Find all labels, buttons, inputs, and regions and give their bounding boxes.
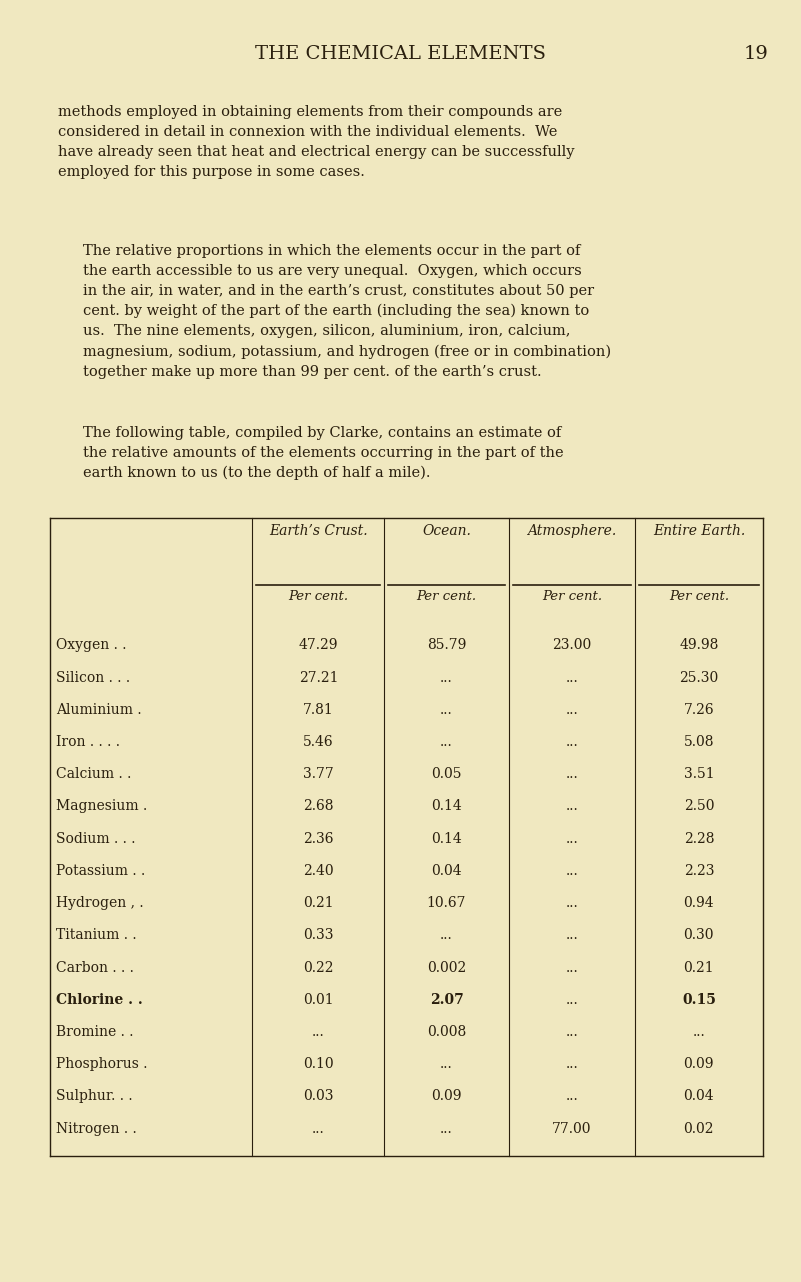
Text: 23.00: 23.00 — [552, 638, 592, 653]
Text: Phosphorus .: Phosphorus . — [56, 1058, 147, 1072]
Text: 0.14: 0.14 — [431, 800, 462, 814]
Text: 2.40: 2.40 — [303, 864, 334, 878]
Text: ...: ... — [693, 1026, 705, 1038]
Text: Potassium . .: Potassium . . — [56, 864, 145, 878]
Text: 3.51: 3.51 — [683, 767, 714, 781]
Text: Hydrogen , .: Hydrogen , . — [56, 896, 143, 910]
Text: 0.05: 0.05 — [431, 767, 462, 781]
Text: Chlorine . .: Chlorine . . — [56, 992, 143, 1006]
Text: Nitrogen . .: Nitrogen . . — [56, 1122, 137, 1136]
Text: ...: ... — [566, 960, 578, 974]
Text: Calcium . .: Calcium . . — [56, 767, 131, 781]
Text: Aluminium .: Aluminium . — [56, 703, 142, 717]
Text: Sulphur. . .: Sulphur. . . — [56, 1090, 133, 1104]
Text: ...: ... — [441, 1122, 453, 1136]
Text: Silicon . . .: Silicon . . . — [56, 670, 131, 685]
Text: Iron . . . .: Iron . . . . — [56, 735, 120, 749]
Text: ...: ... — [566, 1090, 578, 1104]
Text: 0.10: 0.10 — [303, 1058, 334, 1072]
Text: ...: ... — [441, 1058, 453, 1072]
Text: Earth’s Crust.: Earth’s Crust. — [269, 524, 368, 538]
Text: 19: 19 — [744, 45, 769, 63]
Text: ...: ... — [312, 1122, 324, 1136]
Text: 2.50: 2.50 — [683, 800, 714, 814]
Text: 3.77: 3.77 — [303, 767, 334, 781]
Text: Atmosphere.: Atmosphere. — [527, 524, 617, 538]
Text: Bromine . .: Bromine . . — [56, 1026, 134, 1038]
Text: 0.04: 0.04 — [431, 864, 462, 878]
Text: 10.67: 10.67 — [427, 896, 466, 910]
Text: ...: ... — [566, 928, 578, 942]
Text: Sodium . . .: Sodium . . . — [56, 832, 135, 846]
Text: The following table, compiled by Clarke, contains an estimate of
the relative am: The following table, compiled by Clarke,… — [83, 426, 564, 481]
Text: ...: ... — [566, 864, 578, 878]
Text: ...: ... — [312, 1026, 324, 1038]
Text: 0.02: 0.02 — [683, 1122, 714, 1136]
Text: ...: ... — [566, 1026, 578, 1038]
Text: 7.26: 7.26 — [683, 703, 714, 717]
Text: Per cent.: Per cent. — [288, 590, 348, 603]
Text: ...: ... — [566, 800, 578, 814]
Text: 2.36: 2.36 — [303, 832, 334, 846]
Text: 2.23: 2.23 — [683, 864, 714, 878]
Text: 27.21: 27.21 — [299, 670, 338, 685]
Text: 0.01: 0.01 — [303, 992, 334, 1006]
Text: ...: ... — [566, 1058, 578, 1072]
Text: 49.98: 49.98 — [679, 638, 718, 653]
Text: ...: ... — [441, 735, 453, 749]
Text: 0.09: 0.09 — [431, 1090, 462, 1104]
Text: Per cent.: Per cent. — [417, 590, 477, 603]
Text: 7.81: 7.81 — [303, 703, 334, 717]
Text: 0.14: 0.14 — [431, 832, 462, 846]
Text: ...: ... — [566, 703, 578, 717]
Text: 0.94: 0.94 — [683, 896, 714, 910]
Text: ...: ... — [566, 896, 578, 910]
Text: Oxygen . .: Oxygen . . — [56, 638, 127, 653]
Text: ...: ... — [566, 670, 578, 685]
Text: 5.08: 5.08 — [683, 735, 714, 749]
Text: THE CHEMICAL ELEMENTS: THE CHEMICAL ELEMENTS — [255, 45, 546, 63]
Text: methods employed in obtaining elements from their compounds are
considered in de: methods employed in obtaining elements f… — [58, 105, 574, 179]
Text: 0.21: 0.21 — [303, 896, 334, 910]
Text: 2.28: 2.28 — [683, 832, 714, 846]
Text: 0.21: 0.21 — [683, 960, 714, 974]
Text: 2.07: 2.07 — [429, 992, 464, 1006]
Text: The relative proportions in which the elements occur in the part of
the earth ac: The relative proportions in which the el… — [83, 244, 611, 379]
Text: 47.29: 47.29 — [299, 638, 338, 653]
Text: Carbon . . .: Carbon . . . — [56, 960, 134, 974]
Text: 0.15: 0.15 — [682, 992, 716, 1006]
Text: Entire Earth.: Entire Earth. — [653, 524, 745, 538]
Text: 2.68: 2.68 — [303, 800, 334, 814]
Text: 0.03: 0.03 — [303, 1090, 334, 1104]
Text: 77.00: 77.00 — [552, 1122, 592, 1136]
Text: ...: ... — [566, 832, 578, 846]
Text: 85.79: 85.79 — [427, 638, 466, 653]
Text: ...: ... — [566, 992, 578, 1006]
Text: 0.22: 0.22 — [303, 960, 334, 974]
Text: Ocean.: Ocean. — [422, 524, 471, 538]
Text: ...: ... — [441, 928, 453, 942]
Text: 0.09: 0.09 — [683, 1058, 714, 1072]
Text: Per cent.: Per cent. — [541, 590, 602, 603]
Text: ...: ... — [566, 735, 578, 749]
Text: ...: ... — [441, 670, 453, 685]
Text: ...: ... — [441, 703, 453, 717]
Text: Magnesium .: Magnesium . — [56, 800, 147, 814]
Text: 0.008: 0.008 — [427, 1026, 466, 1038]
Text: 0.04: 0.04 — [683, 1090, 714, 1104]
Text: 0.33: 0.33 — [303, 928, 334, 942]
Text: 0.002: 0.002 — [427, 960, 466, 974]
Text: 5.46: 5.46 — [303, 735, 334, 749]
Text: Per cent.: Per cent. — [669, 590, 729, 603]
Text: 0.30: 0.30 — [683, 928, 714, 942]
Text: ...: ... — [566, 767, 578, 781]
Text: Titanium . .: Titanium . . — [56, 928, 137, 942]
Text: 25.30: 25.30 — [679, 670, 718, 685]
